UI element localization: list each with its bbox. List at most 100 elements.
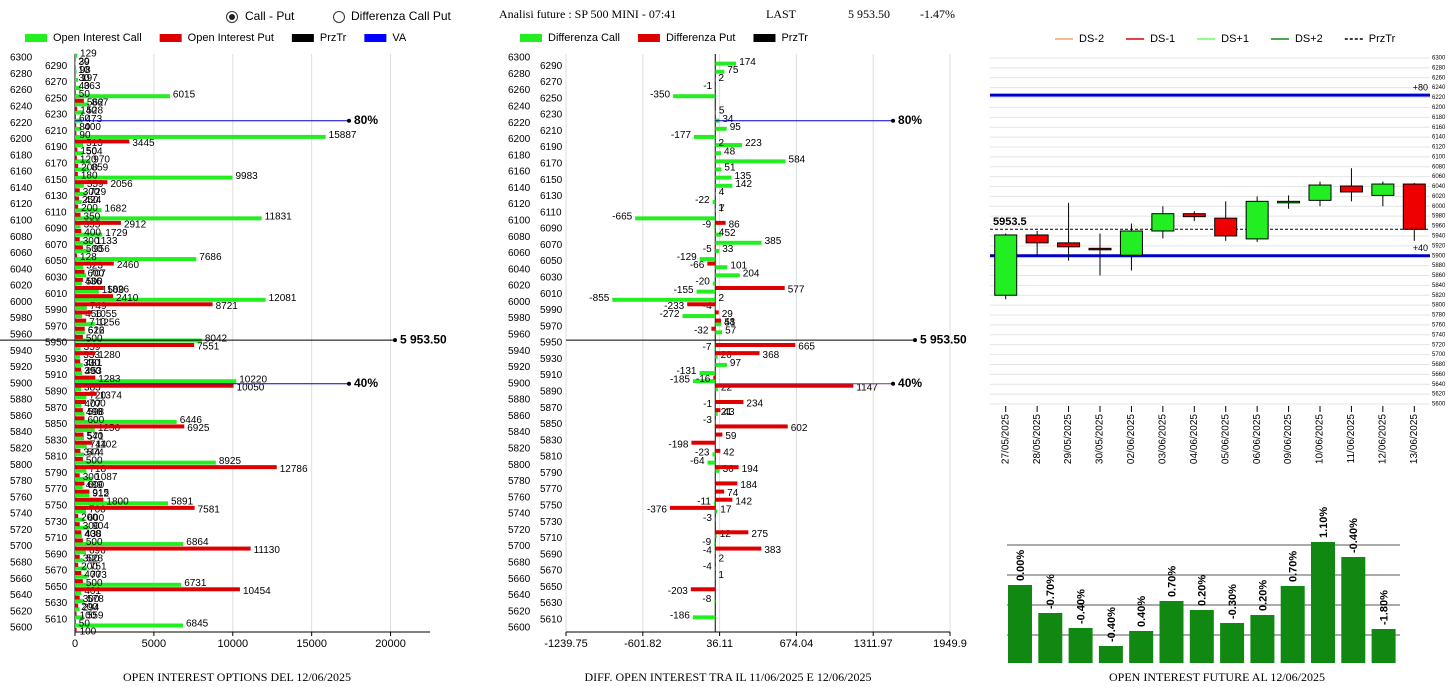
radio-label[interactable]: Call - Put (245, 9, 295, 23)
strike-label: 6200 (508, 134, 531, 145)
legend-label: Open Interest Put (188, 32, 274, 44)
bar-label: 9983 (236, 171, 259, 182)
bar (75, 403, 82, 408)
bar (715, 318, 722, 323)
legend-label: DS-1 (1150, 33, 1175, 45)
strike-label: 5880 (10, 395, 33, 406)
bar-label: 97 (730, 358, 742, 369)
bar-label: 729 (90, 187, 107, 198)
strike-label: 6040 (10, 264, 33, 275)
y-tick-label: 6160 (1432, 125, 1446, 131)
bar-label: 1729 (105, 228, 128, 239)
bar (75, 444, 87, 449)
reference-label: +40 (1413, 243, 1428, 253)
bar (75, 131, 77, 136)
bar (75, 240, 93, 245)
strike-label: 5660 (508, 574, 531, 585)
strike-label: 5910 (540, 370, 563, 381)
strike-label: 6220 (10, 118, 33, 129)
candle-body (1214, 217, 1238, 237)
bar (75, 599, 85, 604)
strike-label: 6090 (540, 224, 563, 235)
bar-label: -186 (670, 610, 690, 621)
bar (715, 151, 722, 156)
bar-label: 473 (85, 114, 102, 125)
bar (75, 237, 80, 242)
bar (75, 196, 79, 201)
bar (75, 115, 76, 119)
strike-label: 6110 (540, 207, 562, 218)
radio[interactable] (333, 11, 345, 23)
strike-label: 6160 (508, 167, 531, 178)
bar-label: 1800 (106, 496, 129, 507)
bar (1129, 631, 1154, 663)
bar-label: 150 (80, 146, 97, 157)
bar (1341, 557, 1366, 663)
bar-label: -7 (703, 342, 712, 353)
y-tick-label: 5640 (1432, 382, 1446, 388)
candle-body (1339, 185, 1363, 193)
bar (75, 448, 81, 453)
strike-label: 6240 (508, 101, 531, 112)
bar-label: 100 (80, 610, 97, 621)
bar-label: 400 (84, 570, 101, 581)
strike-label: 6260 (508, 85, 531, 96)
bar (75, 53, 78, 58)
bar-label: 12786 (280, 464, 308, 475)
reference-label: 40% (898, 376, 922, 390)
strike-label: 5630 (45, 598, 68, 609)
x-tick-label: 20000 (375, 638, 406, 650)
bar-label: 86 (729, 219, 741, 230)
strike-label: 6080 (10, 232, 33, 243)
bar-label: 200 (81, 602, 98, 613)
strike-label: 6180 (508, 150, 531, 161)
strike-label: 5800 (10, 460, 33, 471)
bar (715, 387, 718, 392)
bar-label: 6845 (186, 619, 209, 630)
bar (712, 452, 716, 457)
strike-label: 5840 (508, 427, 531, 438)
bar (635, 216, 716, 221)
strike-label: 6300 (10, 53, 33, 64)
bar (75, 542, 184, 547)
bar (75, 485, 83, 490)
bar-label: 29 (722, 309, 734, 320)
bar-label: -1 (703, 81, 712, 92)
strike-label: 5670 (540, 566, 563, 577)
strike-label: 5790 (45, 468, 68, 479)
reference-dot (347, 118, 351, 123)
bar (715, 354, 718, 359)
bar-label: -1.80% (1379, 590, 1391, 625)
bar (75, 603, 79, 608)
bar-label: 1102 (95, 439, 117, 450)
bar-label: 36 (723, 464, 735, 475)
strike-label: 6250 (540, 93, 563, 104)
bar-label: -0.40% (1348, 518, 1360, 553)
strike-label: 5620 (10, 606, 33, 617)
radio-label[interactable]: Differenza Call Put (351, 9, 451, 23)
bar-label: 90 (79, 130, 91, 141)
strike-label: 6300 (508, 53, 531, 64)
bar-label: 11130 (254, 545, 281, 556)
bar-label: 4 (719, 228, 725, 239)
y-tick-label: 6100 (1432, 154, 1446, 160)
candle-body (1308, 184, 1332, 201)
bar (715, 286, 785, 290)
strike-label: 5940 (508, 346, 531, 357)
bar-label: 540 (87, 431, 104, 442)
strike-label: 6270 (45, 77, 68, 88)
bar (713, 501, 716, 506)
bar (669, 505, 716, 510)
strike-label: 5700 (508, 541, 531, 552)
x-tick-label: 15000 (296, 638, 327, 650)
strike-label: 5690 (540, 549, 563, 560)
bar-label: 584 (789, 154, 806, 165)
strike-label: 5930 (45, 354, 68, 365)
bar-label: 50 (79, 89, 91, 100)
bar-label: -3 (703, 513, 712, 524)
bar-label: 559 (87, 179, 104, 190)
bar-label: 523 (86, 260, 103, 271)
bar (75, 497, 104, 502)
bar (75, 362, 83, 367)
